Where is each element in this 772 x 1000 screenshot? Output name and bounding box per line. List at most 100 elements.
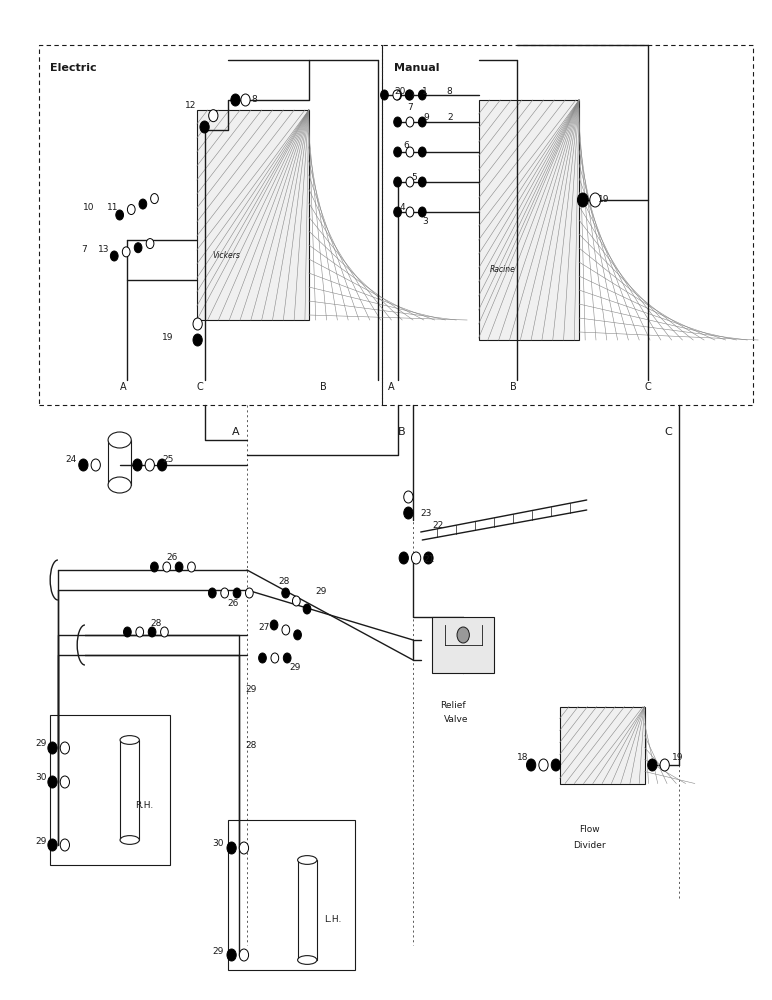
Circle shape <box>146 239 154 249</box>
Text: 29: 29 <box>245 686 257 694</box>
Text: C: C <box>645 382 652 392</box>
Text: 29: 29 <box>315 587 327 596</box>
Text: 27: 27 <box>259 624 270 633</box>
Text: 29: 29 <box>212 946 224 956</box>
Text: 8: 8 <box>446 87 452 96</box>
Circle shape <box>539 759 548 771</box>
Text: 29: 29 <box>35 836 46 846</box>
Circle shape <box>648 759 657 771</box>
Circle shape <box>406 117 414 127</box>
Circle shape <box>406 90 414 100</box>
Text: 22: 22 <box>432 522 444 530</box>
Circle shape <box>381 90 388 100</box>
Circle shape <box>239 842 249 854</box>
Circle shape <box>193 334 202 346</box>
Circle shape <box>60 839 69 851</box>
Circle shape <box>188 562 195 572</box>
Text: 9: 9 <box>423 113 428 122</box>
Circle shape <box>193 318 202 330</box>
Circle shape <box>91 459 100 471</box>
Text: 28: 28 <box>278 578 290 586</box>
Circle shape <box>233 588 241 598</box>
Circle shape <box>161 627 168 637</box>
Ellipse shape <box>120 736 140 744</box>
Circle shape <box>239 949 249 961</box>
Circle shape <box>208 110 218 122</box>
Text: A: A <box>232 427 239 437</box>
Circle shape <box>200 121 209 133</box>
Circle shape <box>293 630 301 640</box>
Bar <box>39 45 382 405</box>
Circle shape <box>394 147 401 157</box>
Bar <box>120 740 140 840</box>
Circle shape <box>231 94 240 106</box>
Bar <box>298 860 317 960</box>
Ellipse shape <box>108 477 131 493</box>
Circle shape <box>404 491 413 503</box>
Text: Flow: Flow <box>579 826 600 834</box>
Circle shape <box>245 588 253 598</box>
Circle shape <box>227 949 236 961</box>
Circle shape <box>394 117 401 127</box>
Bar <box>382 45 753 405</box>
Circle shape <box>282 625 290 635</box>
Circle shape <box>259 653 266 663</box>
Circle shape <box>418 90 426 100</box>
Circle shape <box>293 596 300 606</box>
Text: 11: 11 <box>107 202 118 212</box>
Circle shape <box>48 742 57 754</box>
Circle shape <box>116 210 124 220</box>
Bar <box>560 706 645 784</box>
Circle shape <box>399 552 408 564</box>
Text: 25: 25 <box>162 456 174 464</box>
Bar <box>432 617 494 673</box>
Text: 19: 19 <box>162 332 174 342</box>
Bar <box>50 715 170 865</box>
Text: C: C <box>664 427 672 437</box>
Text: 29: 29 <box>35 740 46 748</box>
Circle shape <box>577 193 588 207</box>
Circle shape <box>151 562 158 572</box>
Circle shape <box>394 207 401 217</box>
Ellipse shape <box>120 836 140 844</box>
Circle shape <box>134 243 142 253</box>
Circle shape <box>60 776 69 788</box>
Text: 26: 26 <box>228 598 239 608</box>
Circle shape <box>418 207 426 217</box>
Circle shape <box>48 776 57 788</box>
Text: A: A <box>388 382 394 392</box>
Circle shape <box>124 627 131 637</box>
Circle shape <box>122 247 130 257</box>
Text: 24: 24 <box>66 456 77 464</box>
Circle shape <box>393 90 401 100</box>
Ellipse shape <box>298 956 317 964</box>
Circle shape <box>79 459 88 471</box>
Text: Divider: Divider <box>573 840 605 850</box>
Circle shape <box>270 620 278 630</box>
Ellipse shape <box>108 432 131 448</box>
Circle shape <box>110 251 118 261</box>
Circle shape <box>404 507 413 519</box>
Text: 13: 13 <box>98 244 110 253</box>
Text: 6: 6 <box>404 141 409 150</box>
Circle shape <box>411 552 421 564</box>
Text: 2: 2 <box>447 113 452 122</box>
Circle shape <box>406 177 414 187</box>
Circle shape <box>157 459 167 471</box>
Text: L.H.: L.H. <box>324 916 342 924</box>
Circle shape <box>282 588 290 598</box>
Text: 18: 18 <box>517 754 529 762</box>
Circle shape <box>175 562 183 572</box>
Circle shape <box>418 147 426 157</box>
Text: Manual: Manual <box>394 63 439 73</box>
Circle shape <box>136 627 144 637</box>
Text: B: B <box>320 382 327 392</box>
Circle shape <box>660 759 669 771</box>
Text: 5: 5 <box>411 174 417 182</box>
Text: Vickers: Vickers <box>212 250 240 259</box>
Text: Relief: Relief <box>440 700 466 710</box>
Circle shape <box>221 588 229 598</box>
Circle shape <box>48 839 57 851</box>
Bar <box>197 110 309 320</box>
Text: 4: 4 <box>400 202 405 212</box>
